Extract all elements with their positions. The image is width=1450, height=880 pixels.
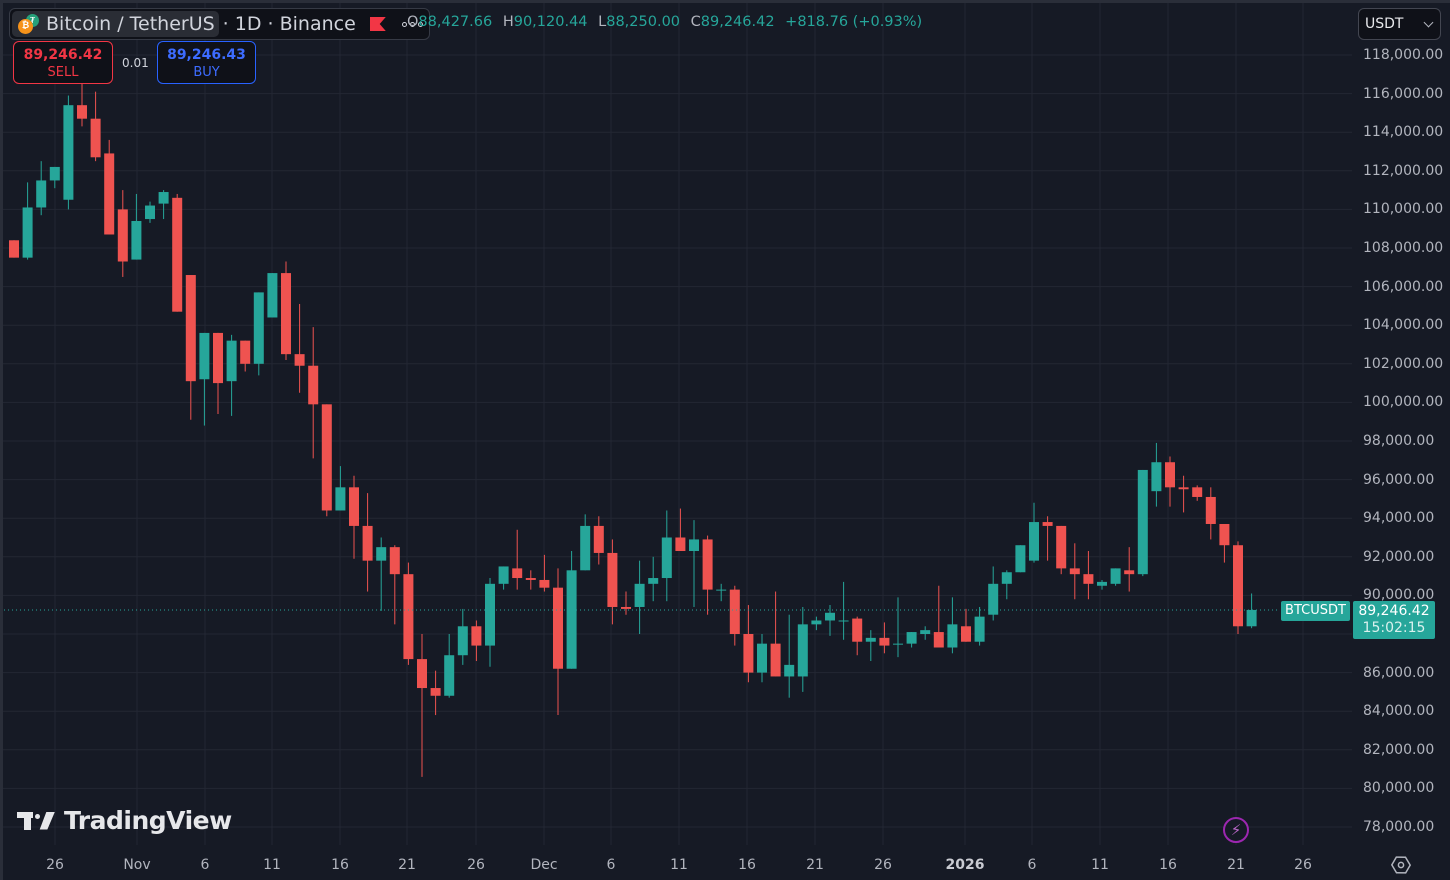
price-axis-label: 80,000.00 (1363, 780, 1435, 797)
left-border (0, 0, 3, 880)
time-axis-label: 16 (1159, 857, 1177, 873)
more-icon[interactable] (401, 21, 423, 27)
close-value: 89,246.42 (700, 14, 775, 30)
time-axis-label: 16 (738, 857, 756, 873)
price-axis-label: 82,000.00 (1363, 741, 1435, 758)
price-axis-label: 116,000.00 (1363, 85, 1444, 102)
price-axis-label: 114,000.00 (1363, 124, 1444, 141)
buy-price: 89,246.43 (167, 47, 246, 63)
low-key: L (598, 14, 607, 30)
price-axis-label: 94,000.00 (1363, 510, 1435, 527)
tradingview-mark-icon (17, 810, 57, 832)
currency-value: USDT (1365, 16, 1404, 32)
time-axis-label: 11 (263, 857, 281, 873)
coin-pair-icon: ₮ ₿ (18, 13, 42, 35)
price-axis-label: 78,000.00 (1363, 819, 1435, 835)
close-key: C (690, 14, 701, 30)
price-axis-label: 98,000.00 (1363, 433, 1435, 449)
bar-countdown: 15:02:15 (1362, 620, 1426, 636)
spread-value: 0.01 (122, 56, 149, 70)
buy-button[interactable]: 89,246.43 BUY (157, 41, 256, 84)
symbol-price-label: BTCUSDT (1281, 601, 1350, 621)
currency-select[interactable]: USDT (1358, 8, 1441, 40)
time-axis-label: 26 (1294, 857, 1312, 873)
time-axis-label: 21 (398, 857, 416, 873)
ohlc-values: O88,427.66 H90,120.44 L88,250.00 C89,246… (407, 14, 928, 30)
logo-text: TradingView (64, 806, 232, 835)
price-axis-label: 96,000.00 (1363, 471, 1435, 488)
sell-button[interactable]: 89,246.42 SELL (13, 41, 113, 84)
price-axis-label: 104,000.00 (1363, 317, 1444, 334)
lightning-event-icon[interactable]: ⚡ (1223, 817, 1249, 843)
sell-price: 89,246.42 (23, 47, 103, 63)
time-axis-label: 11 (670, 857, 688, 873)
time-axis-label: 6 (606, 857, 616, 873)
time-axis-label: 21 (806, 857, 824, 873)
time-axis-label: 26 (467, 857, 485, 873)
flag-icon[interactable] (369, 17, 386, 31)
open-value: 88,427.66 (418, 14, 493, 30)
last-price-tag: 89,246.42 15:02:15 (1353, 601, 1435, 639)
symbol-button[interactable]: ₮ ₿ Bitcoin / TetherUS (12, 11, 219, 37)
price-axis-label: 108,000.00 (1363, 240, 1444, 256)
bitcoin-icon: ₿ (18, 19, 33, 34)
price-axis-label: 86,000.00 (1363, 664, 1435, 681)
time-axis-label: 6 (200, 857, 210, 873)
time-axis-label: 6 (1027, 857, 1037, 873)
tradingview-logo[interactable]: TradingView (17, 806, 232, 835)
high-key: H (502, 14, 514, 30)
settings-icon[interactable] (1390, 854, 1412, 876)
high-value: 90,120.44 (513, 14, 588, 30)
top-border (0, 0, 1450, 3)
price-axis-label: 100,000.00 (1363, 394, 1444, 411)
price-axis-label: 92,000.00 (1363, 548, 1435, 565)
price-axis-label: 90,000.00 (1363, 587, 1435, 604)
time-axis-label: 11 (1091, 857, 1109, 873)
low-value: 88,250.00 (606, 14, 681, 30)
change-value: +818.76 (+0.93%) (785, 14, 923, 30)
time-axis-label: 16 (331, 857, 349, 873)
open-key: O (407, 14, 419, 30)
sell-label: SELL (47, 65, 79, 80)
time-axis-label: 2026 (945, 857, 985, 873)
symbol-name: Bitcoin / TetherUS (46, 13, 215, 35)
interval-exchange[interactable]: · 1D · Binance (222, 13, 356, 35)
price-axis-label: 112,000.00 (1363, 162, 1444, 179)
time-axis-label: 21 (1227, 857, 1245, 873)
price-axis-label: 106,000.00 (1363, 278, 1444, 295)
last-price-value: 89,246.42 (1358, 603, 1430, 619)
time-axis-label: 26 (874, 857, 892, 873)
price-axis-label: 84,000.00 (1363, 703, 1435, 720)
chevron-down-icon (1423, 17, 1434, 27)
buy-label: BUY (193, 65, 220, 80)
symbol-legend[interactable]: ₮ ₿ Bitcoin / TetherUS · 1D · Binance (9, 8, 430, 40)
price-axis-label: 102,000.00 (1363, 355, 1444, 372)
time-axis-label: 26 (46, 857, 64, 873)
time-axis-label: Dec (530, 857, 558, 873)
time-axis-label: Nov (123, 857, 151, 873)
price-axis-label: 110,000.00 (1363, 201, 1444, 218)
price-axis-label: 118,000.00 (1363, 47, 1444, 63)
